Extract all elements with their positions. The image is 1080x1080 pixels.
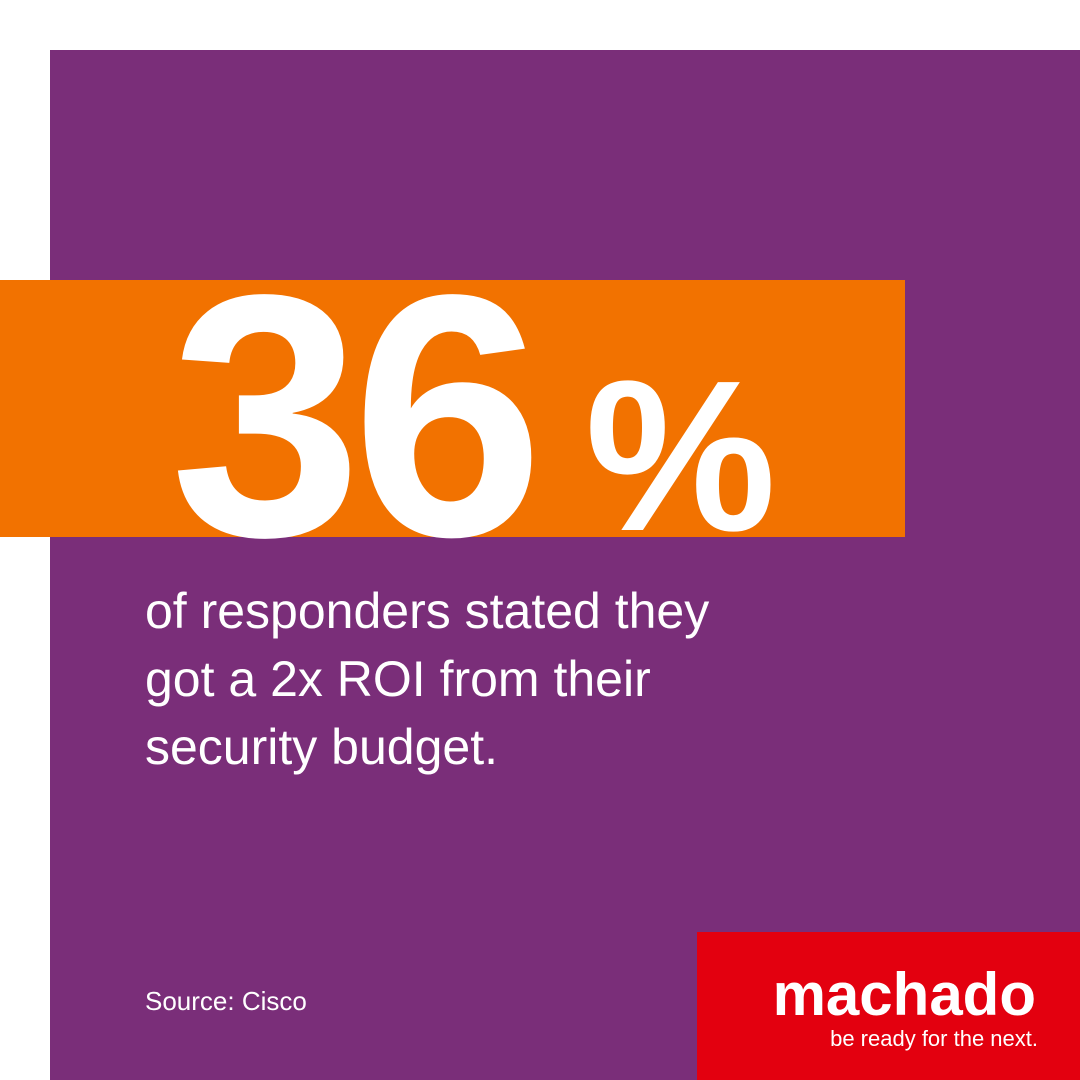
description-line: got a 2x ROI from their bbox=[145, 651, 651, 707]
highlight-band bbox=[0, 280, 905, 537]
description-line: of responders stated they bbox=[145, 583, 709, 639]
stat-number: 36 bbox=[170, 224, 535, 609]
brand-tagline: be ready for the next. bbox=[830, 1026, 1038, 1051]
description: of responders stated they got a 2x ROI f… bbox=[145, 583, 709, 775]
purple-panel bbox=[50, 50, 1080, 1080]
source: Source: Cisco bbox=[145, 986, 307, 1016]
stat-unit: % bbox=[585, 335, 776, 576]
description-line: security budget. bbox=[145, 719, 498, 775]
brand-box bbox=[697, 932, 1080, 1080]
brand-name: machado bbox=[773, 961, 1036, 1028]
